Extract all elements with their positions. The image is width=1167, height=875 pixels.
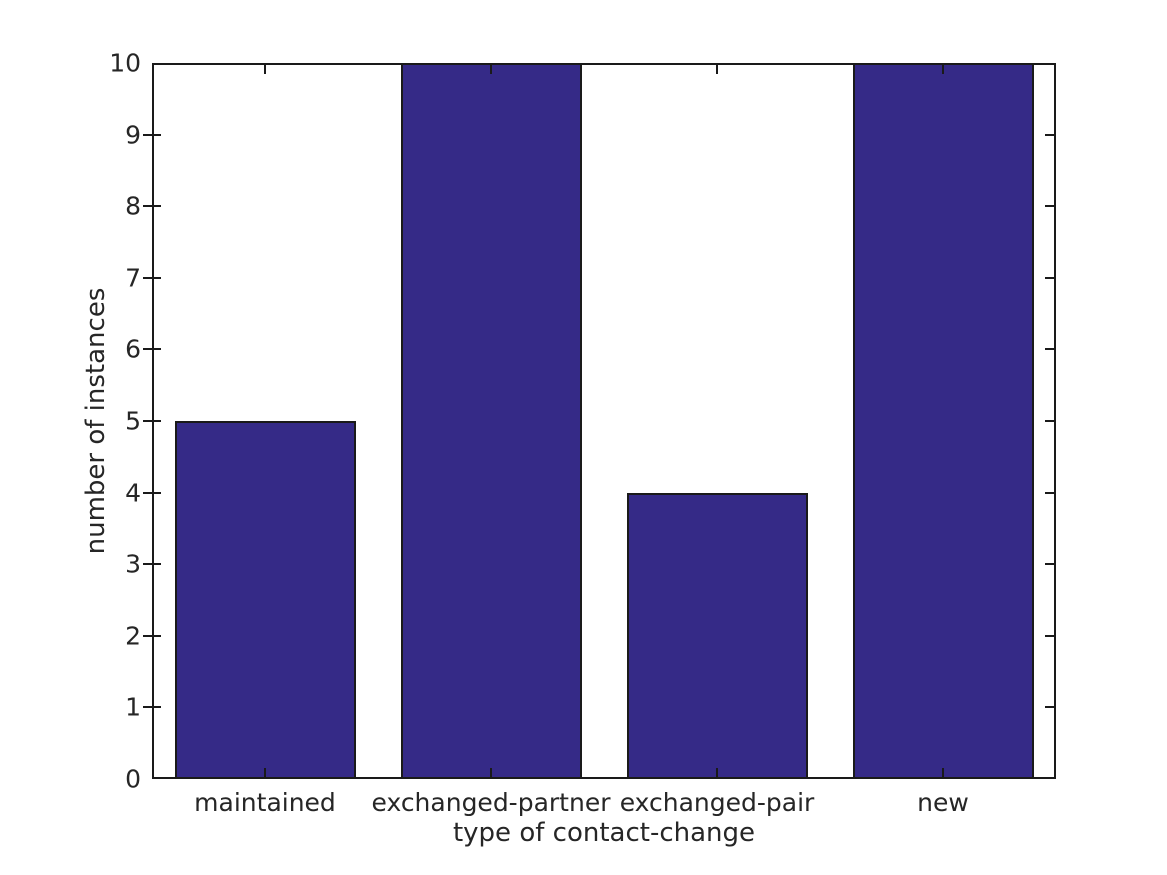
y-tick-mark-right — [1045, 492, 1054, 494]
x-tick-mark-bottom — [490, 768, 492, 777]
x-axis-title: type of contact-change — [452, 818, 756, 848]
bar-exchanged-pair — [627, 493, 808, 779]
y-tick-mark-right — [1045, 635, 1054, 637]
y-tick-mark-right — [1045, 420, 1054, 422]
x-tick-mark-top — [716, 65, 718, 74]
y-tick-mark-left — [143, 420, 161, 422]
bar-maintained — [175, 421, 356, 779]
y-axis-title: number of instances — [81, 287, 112, 555]
y-tick-mark-right — [1045, 134, 1054, 136]
y-tick-label-4: 4 — [125, 478, 141, 508]
x-tick-label-exchanged-partner: exchanged-partner — [371, 788, 611, 817]
y-tick-label-3: 3 — [125, 549, 141, 579]
y-tick-label-10: 10 — [109, 48, 141, 78]
y-tick-mark-left — [143, 492, 161, 494]
y-tick-mark-right — [1045, 205, 1054, 207]
y-tick-label-2: 2 — [125, 621, 141, 651]
y-tick-mark-left — [143, 348, 161, 350]
x-tick-label-exchanged-pair: exchanged-pair — [619, 788, 815, 817]
y-tick-label-1: 1 — [125, 692, 141, 722]
y-tick-mark-right — [1045, 348, 1054, 350]
x-tick-mark-top — [264, 65, 266, 74]
x-tick-mark-top — [942, 65, 944, 74]
y-tick-mark-left — [143, 205, 161, 207]
y-tick-label-7: 7 — [125, 263, 141, 293]
y-tick-mark-left — [143, 563, 161, 565]
y-tick-mark-right — [1045, 563, 1054, 565]
y-tick-mark-left — [143, 706, 161, 708]
y-tick-mark-left — [143, 635, 161, 637]
y-tick-label-5: 5 — [125, 406, 141, 436]
x-tick-mark-bottom — [716, 768, 718, 777]
y-tick-label-9: 9 — [125, 120, 141, 150]
y-tick-mark-left — [143, 134, 161, 136]
x-tick-label-maintained: maintained — [194, 788, 336, 817]
y-tick-mark-left — [143, 277, 161, 279]
x-tick-mark-bottom — [942, 768, 944, 777]
x-tick-label-new: new — [917, 788, 969, 817]
y-tick-label-8: 8 — [125, 191, 141, 221]
y-tick-mark-right — [1045, 706, 1054, 708]
bar-new — [853, 63, 1034, 779]
y-tick-mark-right — [1045, 277, 1054, 279]
y-tick-label-6: 6 — [125, 334, 141, 364]
x-tick-mark-top — [490, 65, 492, 74]
x-tick-mark-bottom — [264, 768, 266, 777]
y-tick-label-0: 0 — [125, 764, 141, 794]
bar-exchanged-partner — [401, 63, 582, 779]
